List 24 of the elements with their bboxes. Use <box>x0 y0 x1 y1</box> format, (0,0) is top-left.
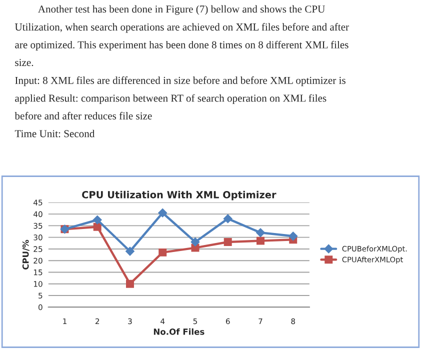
text: are optimized. This experiment has been done 8 times on 8 different XML files <box>15 40 348 51</box>
point <box>256 236 264 245</box>
point <box>93 222 102 231</box>
text: applied Result: comparison between RT of search operation on XML files <box>15 94 326 104</box>
point <box>256 228 265 238</box>
point <box>158 208 168 218</box>
text: Utilization, when search operations are achieved on XML files before and after <box>14 23 349 33</box>
point <box>223 214 232 224</box>
point <box>126 246 134 256</box>
point <box>158 248 167 256</box>
text: before and after reduces file size <box>14 112 152 120</box>
text: Another test has been done in Figure (7) bellow and shows the CPU <box>38 5 325 15</box>
chart-title: CPU Utilization With XML Optimizer <box>82 190 276 200</box>
point <box>191 244 200 252</box>
point <box>92 215 102 224</box>
point <box>190 238 200 246</box>
text: Time Unit: Second <box>14 130 95 138</box>
x-axis-title: No.Of Files <box>154 328 204 335</box>
text: size. <box>15 58 34 66</box>
point <box>288 232 298 241</box>
point <box>224 238 232 246</box>
text: Input: 8 XML files are differenced in size before and before XML optimizer is <box>15 76 346 86</box>
point <box>126 280 134 288</box>
y-axis-title: CPU/% <box>22 240 30 270</box>
